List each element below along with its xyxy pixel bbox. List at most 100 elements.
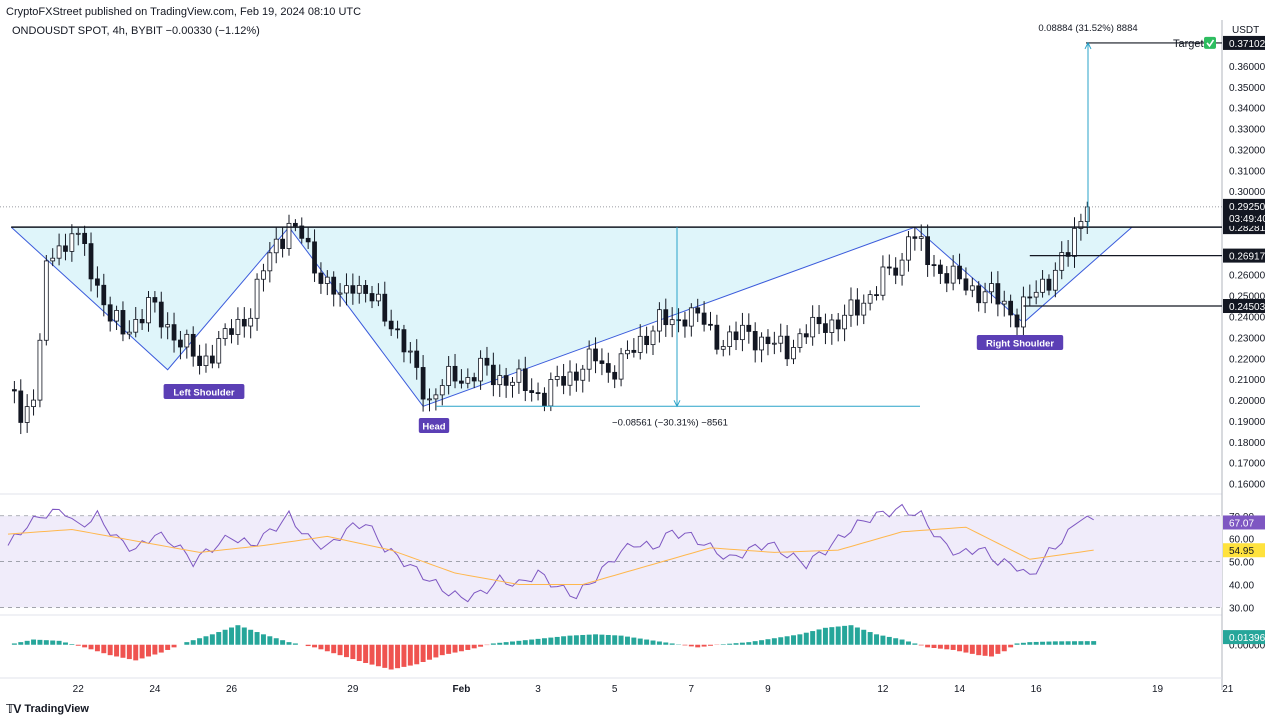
candle-up: [771, 342, 777, 345]
candle-down: [957, 265, 962, 280]
macd-bar: [925, 644, 931, 648]
macd-bar: [382, 644, 388, 668]
candle-up: [657, 309, 662, 332]
candle-down: [490, 364, 496, 386]
candle-down: [561, 376, 566, 386]
candle-up: [165, 324, 171, 328]
macd-bar: [810, 631, 816, 645]
candle-up: [950, 265, 956, 284]
macd-bar: [439, 644, 445, 656]
candle-up: [75, 232, 81, 235]
macd-bar: [688, 644, 694, 647]
rsi-tick: 40.00: [1229, 581, 1254, 592]
macd-bar: [229, 627, 234, 645]
macd-bar: [771, 638, 777, 645]
candle-down: [95, 278, 100, 286]
time-tick: 22: [73, 684, 85, 695]
macd-bar: [586, 634, 592, 645]
macd-bar: [893, 638, 899, 645]
macd-bar: [31, 639, 37, 645]
macd-bar: [356, 644, 362, 662]
macd-bar: [318, 644, 324, 650]
candle-up: [478, 357, 483, 382]
candle-up: [906, 236, 911, 261]
macd-bar: [701, 644, 707, 647]
candle-up: [625, 349, 630, 355]
footer-brand[interactable]: 𝕋V TradingView: [6, 702, 89, 716]
macd-bar: [957, 644, 963, 652]
candle-up: [235, 318, 241, 335]
macd-bar: [133, 644, 139, 661]
macd-bar: [260, 634, 266, 645]
macd-bar: [1040, 641, 1046, 645]
macd-bar: [778, 637, 784, 645]
candle-down: [312, 241, 317, 274]
macd-bar: [593, 634, 599, 645]
candle-down: [746, 324, 752, 332]
macd-bar: [446, 644, 452, 654]
macd-bar: [350, 644, 356, 660]
macd-bar: [248, 629, 254, 645]
rsi-ma-line: [7, 526, 1094, 585]
macd-bar: [618, 635, 624, 645]
macd-bar: [739, 642, 745, 645]
candle-down: [874, 294, 879, 297]
candle-up: [586, 348, 592, 370]
macd-bar: [931, 644, 937, 648]
candle-up: [433, 394, 439, 400]
macd-bar: [963, 644, 969, 653]
macd-bar: [522, 640, 528, 645]
candle-down: [733, 331, 739, 341]
macd-bar: [752, 641, 758, 645]
macd-bar: [369, 644, 375, 665]
candle-up: [126, 331, 132, 335]
candle-up: [273, 238, 279, 254]
candle-down: [401, 329, 407, 353]
macd-bar: [695, 644, 701, 648]
macd-bar: [235, 625, 241, 645]
macd-bar: [976, 644, 982, 656]
candle-up: [203, 355, 209, 366]
candle-down: [612, 371, 618, 380]
candle-down: [459, 380, 464, 384]
candle-up: [759, 336, 764, 351]
macd-bar: [1008, 644, 1014, 648]
macd-bar: [567, 635, 573, 645]
macd-bar: [292, 643, 298, 645]
candle-down: [784, 335, 790, 360]
candle-up: [516, 368, 522, 383]
macd-bar: [165, 644, 171, 650]
candle-up: [848, 299, 854, 316]
macd-bar: [886, 636, 892, 645]
macd-bar: [420, 644, 426, 662]
macd-bar: [573, 635, 579, 645]
candle-down: [682, 319, 688, 327]
macd-bar: [120, 644, 126, 658]
time-tick: 12: [877, 684, 889, 695]
candle-up: [1021, 296, 1026, 328]
macd-bar: [605, 634, 611, 645]
macd-bar: [75, 644, 81, 646]
candle-up: [778, 335, 784, 344]
time-axis[interactable]: 22242629Feb3579121416192123: [73, 684, 1280, 695]
candle-up: [727, 331, 733, 347]
macd-bar: [490, 643, 496, 645]
candle-down: [299, 225, 305, 239]
candle-up: [1084, 206, 1090, 222]
macd-bar: [82, 644, 88, 648]
symbol-legend[interactable]: ONDOUSDT SPOT, 4h, BYBIT −0.00330 (−1.12…: [12, 25, 260, 37]
candle-down: [318, 272, 324, 284]
head-label: Head: [422, 422, 445, 433]
candle-up: [740, 324, 745, 341]
macd-bar: [880, 635, 886, 645]
macd-bar: [458, 644, 464, 652]
currency-label[interactable]: USDT: [1232, 25, 1260, 36]
candle-down: [12, 389, 17, 392]
macd-bar: [222, 629, 228, 645]
macd-bar: [867, 632, 873, 645]
candle-down: [471, 377, 477, 382]
price-axis[interactable]: 0.36000 0.35000 0.34000 0.33000 0.32000 0.310…: [1223, 35, 1268, 652]
price-tick: 0.24000: [1229, 313, 1266, 324]
candle-up: [650, 330, 656, 346]
price-tick: 0.36000: [1229, 62, 1266, 73]
